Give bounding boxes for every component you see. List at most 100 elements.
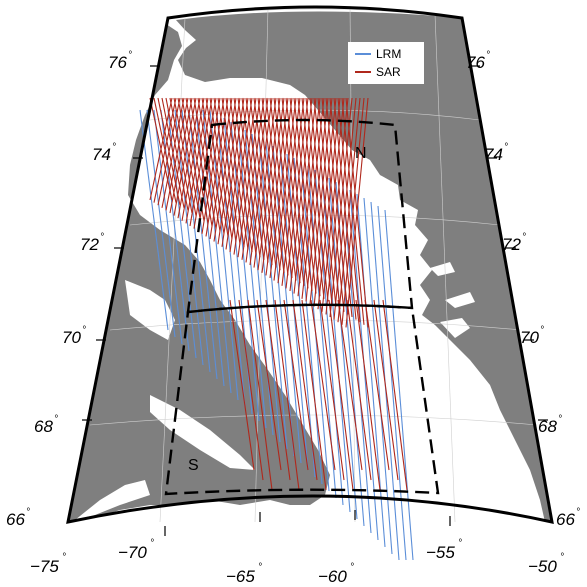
sar-track bbox=[337, 97, 361, 323]
sar-track bbox=[229, 97, 253, 253]
sar-track bbox=[153, 97, 177, 203]
sar-track bbox=[209, 97, 233, 240]
lon-deg-55: ° bbox=[458, 538, 462, 549]
lat-label-left-74: 74 bbox=[92, 145, 111, 164]
lon-deg-75: ° bbox=[62, 552, 66, 563]
lon-label-60: −60 bbox=[318, 567, 347, 586]
lat-labels-right: 76 ° 74 ° 72 ° 70 ° 68 ° 66 ° bbox=[466, 50, 580, 529]
sar-track bbox=[355, 299, 381, 491]
sar-track bbox=[341, 97, 365, 325]
legend-label-lrm: LRM bbox=[376, 47, 401, 61]
lrm-track bbox=[146, 109, 176, 338]
sar-track bbox=[257, 97, 281, 271]
sar-track bbox=[301, 97, 325, 299]
sar-track bbox=[261, 97, 285, 273]
sar-track bbox=[245, 97, 269, 263]
sar-track bbox=[149, 97, 173, 201]
sar-track bbox=[256, 299, 282, 471]
lrm-track bbox=[153, 109, 183, 345]
sar-track bbox=[265, 299, 291, 481]
sar-track bbox=[173, 97, 197, 216]
lat-label-right-74: 74 bbox=[484, 145, 503, 164]
lon-deg-50: ° bbox=[560, 552, 564, 563]
sar-track bbox=[247, 299, 273, 491]
sar-track bbox=[185, 97, 209, 224]
sar-track bbox=[233, 97, 257, 255]
study-region-boxes bbox=[164, 118, 440, 496]
sar-track bbox=[297, 97, 321, 297]
sar-track bbox=[317, 97, 341, 310]
lrm-track bbox=[384, 209, 414, 561]
sar-track bbox=[313, 97, 337, 307]
region-label-s: S bbox=[188, 457, 199, 474]
sar-track bbox=[273, 97, 297, 281]
sar-track bbox=[289, 97, 313, 292]
lrm-track bbox=[195, 109, 225, 387]
lat-deg-right-68: ° bbox=[558, 414, 562, 425]
sar-track bbox=[229, 299, 255, 471]
sar-track bbox=[328, 299, 354, 491]
region-s-box bbox=[164, 303, 440, 496]
sar-track bbox=[165, 97, 189, 211]
sar-track bbox=[373, 299, 399, 481]
lrm-track bbox=[230, 121, 260, 422]
frame-ticks bbox=[82, 65, 548, 536]
lon-label-70: −70 bbox=[118, 543, 147, 562]
sar-track bbox=[161, 97, 185, 208]
sar-track bbox=[333, 97, 357, 320]
sar-track bbox=[382, 299, 408, 491]
lat-deg-left-76: ° bbox=[128, 50, 132, 61]
region-label-n: N bbox=[355, 145, 367, 162]
lat-deg-left-70: ° bbox=[82, 325, 86, 336]
sar-track bbox=[321, 97, 345, 312]
sar-track bbox=[253, 97, 277, 268]
lrm-track bbox=[342, 185, 372, 534]
sar-track bbox=[346, 299, 372, 481]
lon-label-50: −50 bbox=[528, 557, 557, 576]
greenland-land bbox=[176, 11, 552, 522]
lat-label-right-76: 76 bbox=[466, 53, 485, 72]
lat-label-left-70: 70 bbox=[62, 328, 81, 347]
sar-track bbox=[249, 97, 273, 266]
lat-label-left-72: 72 bbox=[80, 235, 99, 254]
lrm-track bbox=[237, 125, 267, 429]
lon-labels: −75 ° −70 ° −65 ° −60 ° −55 ° −50 ° bbox=[30, 538, 564, 586]
sar-track bbox=[345, 97, 369, 328]
sar-track bbox=[169, 97, 193, 214]
sar-track bbox=[241, 97, 265, 260]
sar-track bbox=[310, 299, 336, 471]
lat-deg-right-66: ° bbox=[576, 507, 580, 518]
lat-label-left-76: 76 bbox=[108, 53, 127, 72]
lon-deg-60: ° bbox=[350, 562, 354, 573]
lat-deg-right-72: ° bbox=[522, 232, 526, 243]
lrm-track bbox=[139, 109, 169, 331]
sar-track bbox=[265, 97, 289, 276]
lat-deg-left-68: ° bbox=[54, 414, 58, 425]
sar-track bbox=[237, 97, 261, 258]
lat-deg-left-72: ° bbox=[100, 232, 104, 243]
sar-track bbox=[201, 97, 225, 234]
sar-track bbox=[301, 299, 327, 491]
lat-label-right-66: 66 bbox=[556, 510, 575, 529]
lrm-track bbox=[174, 109, 204, 366]
lon-deg-70: ° bbox=[150, 538, 154, 549]
lat-deg-right-70: ° bbox=[540, 325, 544, 336]
sar-track bbox=[274, 299, 300, 491]
lrm-track bbox=[160, 109, 190, 352]
lat-deg-left-66: ° bbox=[26, 507, 30, 518]
lat-deg-right-74: ° bbox=[504, 142, 508, 153]
lon-deg-65: ° bbox=[258, 562, 262, 573]
sar-track bbox=[319, 299, 345, 481]
lat-label-right-70: 70 bbox=[520, 328, 539, 347]
sar-track bbox=[177, 97, 201, 219]
sar-track bbox=[329, 97, 353, 318]
sar-track bbox=[157, 97, 181, 206]
sar-track bbox=[205, 97, 229, 237]
sar-track bbox=[213, 97, 237, 242]
lon-label-75: −75 bbox=[30, 557, 59, 576]
sar-track bbox=[364, 299, 390, 471]
lat-label-right-72: 72 bbox=[502, 235, 521, 254]
lat-label-right-68: 68 bbox=[538, 417, 557, 436]
sar-track bbox=[238, 299, 264, 481]
map-frame bbox=[66, 5, 554, 524]
